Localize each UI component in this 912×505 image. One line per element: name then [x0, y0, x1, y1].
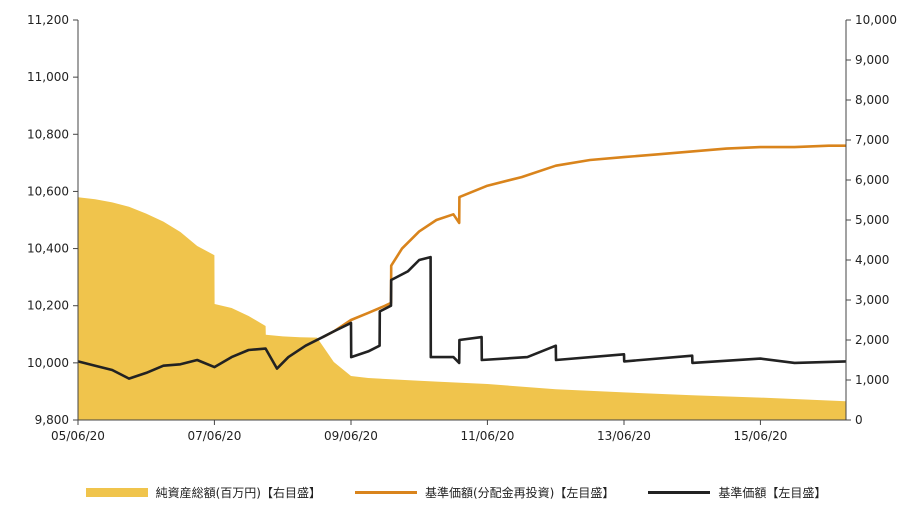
x-tick-label: 09/06/20: [324, 429, 378, 443]
right-tick-label: 1,000: [855, 373, 889, 387]
line-layer: [77, 144, 847, 380]
x-tick-label: 05/06/20: [51, 429, 105, 443]
left-tick-label: 10,200: [27, 299, 69, 313]
left-tick-label: 10,800: [27, 127, 69, 141]
right-tick-label: 2,000: [855, 333, 889, 347]
x-tick-label: 15/06/20: [733, 429, 787, 443]
right-tick-label: 4,000: [855, 253, 889, 267]
right-tick-label: 8,000: [855, 93, 889, 107]
right-tick-label: 7,000: [855, 133, 889, 147]
series-line-nav: [77, 255, 847, 380]
legend-swatch-nav: [648, 490, 711, 494]
right-tick-label: 6,000: [855, 173, 889, 187]
legend-item-nav: 基準価額【左目盛】: [648, 482, 826, 502]
left-tick-label: 10,000: [27, 356, 69, 370]
area-layer: [78, 197, 846, 420]
legend-label-net-assets: 純資産総額(百万円)【右目盛】: [155, 485, 321, 500]
left-tick-label: 11,000: [27, 70, 69, 84]
legend: 純資産総額(百万円)【右目盛】 基準価額(分配金再投資)【左目盛】 基準価額【左…: [0, 482, 912, 502]
left-tick-label: 10,600: [27, 184, 69, 198]
legend-label-nav-reinvested: 基準価額(分配金再投資)【左目盛】: [424, 485, 615, 500]
x-tick-label: 13/06/20: [597, 429, 651, 443]
legend-item-net-assets: 純資産総額(百万円)【右目盛】: [85, 482, 321, 502]
legend-swatch-nav-reinvested: [354, 490, 417, 494]
right-tick-label: 0: [855, 413, 863, 427]
right-tick-label: 10,000: [855, 13, 897, 27]
legend-label-nav: 基準価額【左目盛】: [718, 485, 827, 500]
legend-swatch-net-assets: [85, 487, 148, 497]
axis-layer: 9,800 10,000 10,200 10,400 10,600 10,800 11,00…: [27, 13, 897, 443]
left-tick-label: 11,200: [27, 13, 69, 27]
left-tick-label: 9,800: [35, 413, 69, 427]
series-area-net-assets: [78, 197, 846, 420]
left-tick-label: 10,400: [27, 242, 69, 256]
right-tick-label: 3,000: [855, 293, 889, 307]
series-line-nav-reinvested: [322, 144, 846, 339]
right-tick-label: 9,000: [855, 53, 889, 67]
x-tick-label: 11/06/20: [460, 429, 514, 443]
x-tick-label: 07/06/20: [187, 429, 241, 443]
right-tick-label: 5,000: [855, 213, 889, 227]
legend-item-nav-reinvested: 基準価額(分配金再投資)【左目盛】: [354, 482, 615, 502]
